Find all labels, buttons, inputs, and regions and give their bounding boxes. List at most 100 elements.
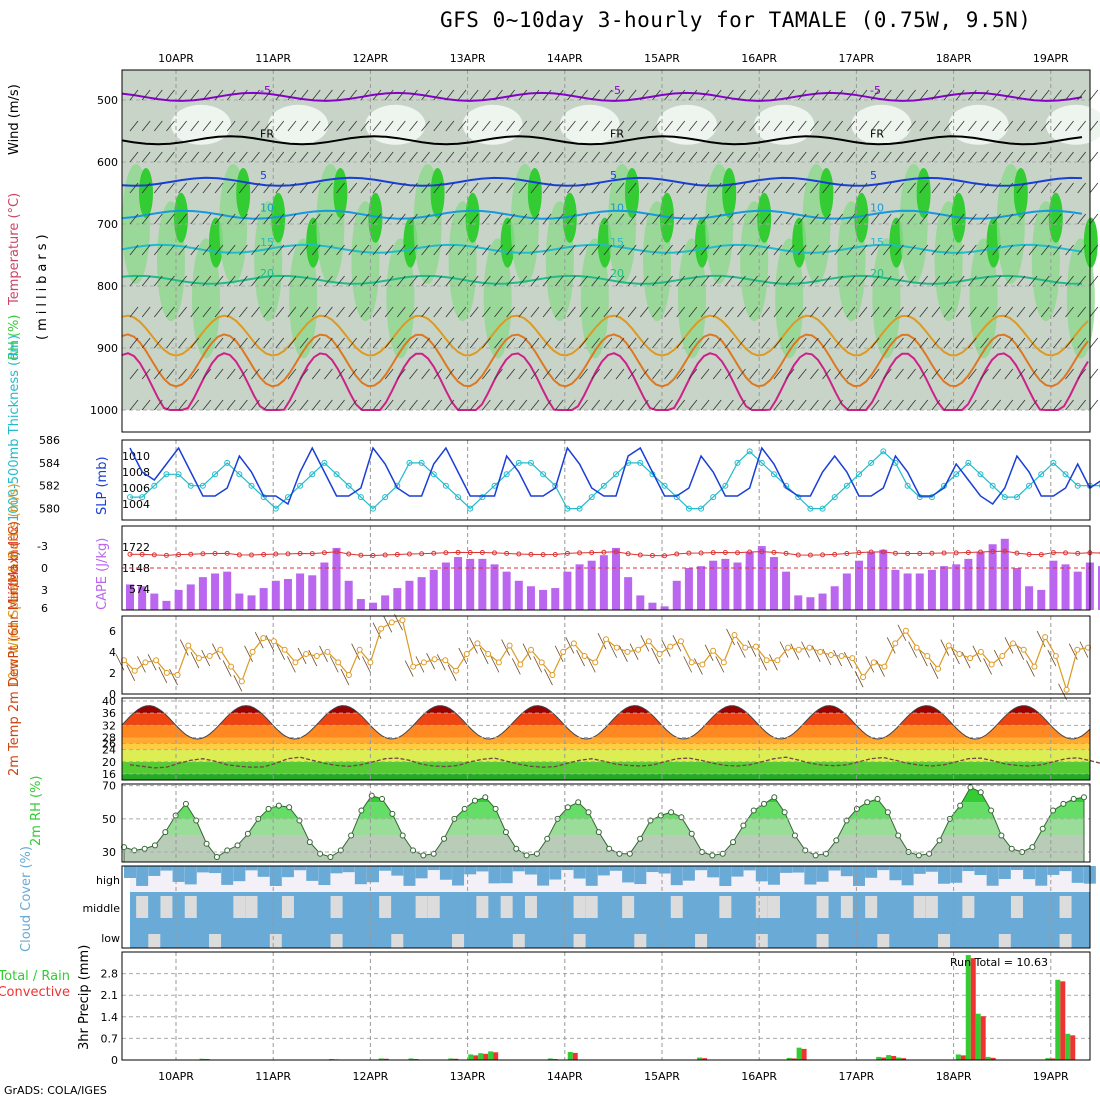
wind-barb	[384, 151, 394, 163]
wind-barb	[457, 120, 467, 132]
temp-band	[122, 737, 1090, 744]
wind-barb	[1016, 399, 1026, 411]
cloud-high-block	[597, 866, 610, 876]
cloud-high-block	[196, 866, 209, 873]
cloud-high-block	[367, 866, 379, 883]
slp-frame	[121, 439, 1091, 521]
li-point	[978, 549, 983, 555]
wind-barb	[202, 182, 212, 194]
cape-bar	[539, 589, 548, 610]
wind-barb	[980, 399, 989, 411]
cape-bar	[150, 593, 159, 610]
li-point	[783, 550, 789, 556]
wind-barb	[1004, 337, 1014, 349]
wind-barb	[1053, 151, 1062, 163]
wind-barb	[251, 182, 260, 194]
wind-barb	[251, 399, 260, 411]
wind-barb	[275, 306, 285, 318]
wind-barb	[214, 89, 224, 101]
thickness-point	[965, 459, 972, 466]
wind-barb	[737, 213, 746, 225]
wind-barb	[1016, 368, 1026, 380]
wind-barb	[190, 306, 200, 318]
li-point	[297, 551, 303, 556]
wind-barb	[153, 368, 163, 380]
wind-barb	[627, 275, 637, 287]
rh-point	[327, 854, 334, 861]
wind-barb	[141, 399, 151, 411]
wind-barb	[931, 120, 941, 132]
thickness-point	[613, 471, 619, 478]
rh-ylabel-group: 2m RH (%)	[29, 775, 44, 846]
rh-tick: 30	[102, 846, 116, 859]
wind-barb-10m	[511, 658, 521, 675]
wind-barb	[324, 368, 333, 380]
li-line	[129, 550, 1100, 557]
wind-barb	[700, 399, 710, 411]
cape-bar	[162, 600, 171, 610]
page-title: GFS 0~10day 3-hourly for TAMALE (0.75W, …	[440, 8, 1032, 32]
thickness-point	[527, 459, 534, 466]
li-point	[455, 549, 461, 555]
wind-barb	[652, 275, 661, 287]
rh-dry	[171, 104, 231, 145]
wind-barb	[882, 306, 892, 318]
wind-barb-10m	[265, 635, 275, 652]
precip-total-bar	[1065, 1033, 1071, 1060]
precip-tick: 1.4	[101, 1011, 119, 1024]
cloud-mid-gap	[379, 896, 392, 918]
wind-barb	[336, 337, 345, 349]
wind-barb	[931, 182, 941, 194]
rh-band	[124, 818, 1084, 836]
wind-barb-10m	[426, 653, 435, 670]
rh-blob	[483, 238, 512, 359]
wind-barb	[968, 337, 977, 349]
wind-barb	[992, 182, 1001, 194]
li-point	[334, 549, 340, 555]
cloud-mid-gap	[925, 896, 938, 918]
wind-barb	[955, 213, 965, 225]
wind-barb	[396, 89, 406, 101]
wind-barb	[360, 213, 370, 225]
rh-dry	[365, 104, 426, 145]
wind-barb	[676, 306, 686, 318]
wind-barb	[311, 368, 321, 380]
wind-barb	[603, 306, 613, 318]
precip-total-bar	[1055, 979, 1061, 1060]
cloud-high-block	[1071, 866, 1084, 883]
wind-barb-10m	[694, 658, 703, 675]
wind-barb	[676, 151, 686, 163]
wind-barb	[676, 213, 686, 225]
wind-barb	[251, 368, 260, 380]
wind-barb	[409, 89, 418, 101]
wind-barb	[737, 244, 746, 256]
li-point	[479, 550, 485, 555]
wind-barb	[166, 244, 175, 256]
wind-barb	[567, 306, 576, 318]
wind-tick: 6	[109, 625, 116, 638]
isotherm-label: 20	[870, 267, 884, 280]
cloud-high-block	[245, 866, 258, 871]
wind-barb	[822, 306, 831, 318]
rh-point	[234, 842, 241, 849]
wind-barb	[506, 337, 515, 349]
rh-blob	[386, 238, 415, 359]
li-point	[625, 551, 631, 557]
wind-barb	[773, 368, 783, 380]
wind-barb	[579, 368, 588, 380]
wind-barb	[1004, 244, 1014, 256]
wind-point	[292, 659, 299, 666]
wind-barb	[870, 213, 880, 225]
cloud-high-block	[269, 866, 282, 886]
wind-barb	[1040, 182, 1050, 194]
wind-barb	[445, 89, 455, 101]
wind-barb	[433, 399, 443, 411]
li-ylabel-group: Lifted Index	[7, 525, 22, 602]
wind-barb	[530, 368, 540, 380]
wind-barb	[1053, 120, 1062, 132]
wind-barb	[275, 399, 285, 411]
temp-bands	[122, 705, 1090, 780]
wind-barb	[700, 213, 710, 225]
wind-barb	[421, 337, 430, 349]
wind-barb	[421, 89, 430, 101]
